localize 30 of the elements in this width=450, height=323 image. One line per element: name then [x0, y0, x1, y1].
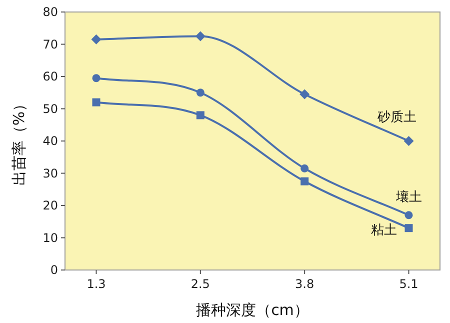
x-tick-label: 2.5: [190, 277, 210, 291]
series-label: 粘土: [370, 223, 397, 238]
y-tick-label: 80: [42, 5, 58, 19]
point: [300, 177, 309, 186]
y-tick-label: 30: [42, 166, 58, 180]
series-label: 壤土: [394, 190, 422, 206]
point: [91, 34, 102, 44]
point: [404, 211, 413, 220]
point: [196, 111, 204, 120]
point: [92, 98, 100, 106]
point: [300, 164, 309, 172]
y-tick-label: 40: [42, 134, 58, 148]
point: [300, 89, 310, 100]
y-tick-label: 20: [42, 198, 58, 212]
x-tick-label: 3.8: [295, 277, 314, 291]
x-tick-label: 5.1: [399, 277, 418, 291]
y-axis-title: 出苗率（%）: [10, 96, 28, 186]
y-tick-label: 70: [42, 37, 58, 52]
y-tick-label: 50: [42, 102, 58, 116]
point: [196, 88, 204, 97]
point: [404, 136, 414, 146]
point: [92, 74, 100, 82]
point: [195, 31, 206, 42]
y-tick-label: 0: [50, 263, 58, 277]
x-tick-label: 1.3: [86, 277, 106, 291]
y-tick-label: 10: [42, 230, 58, 245]
point: [404, 224, 413, 232]
series-label: 砂质土: [376, 110, 416, 125]
y-tick-label: 60: [42, 70, 58, 84]
x-axis-title: 播种深度（cm）: [196, 301, 309, 319]
